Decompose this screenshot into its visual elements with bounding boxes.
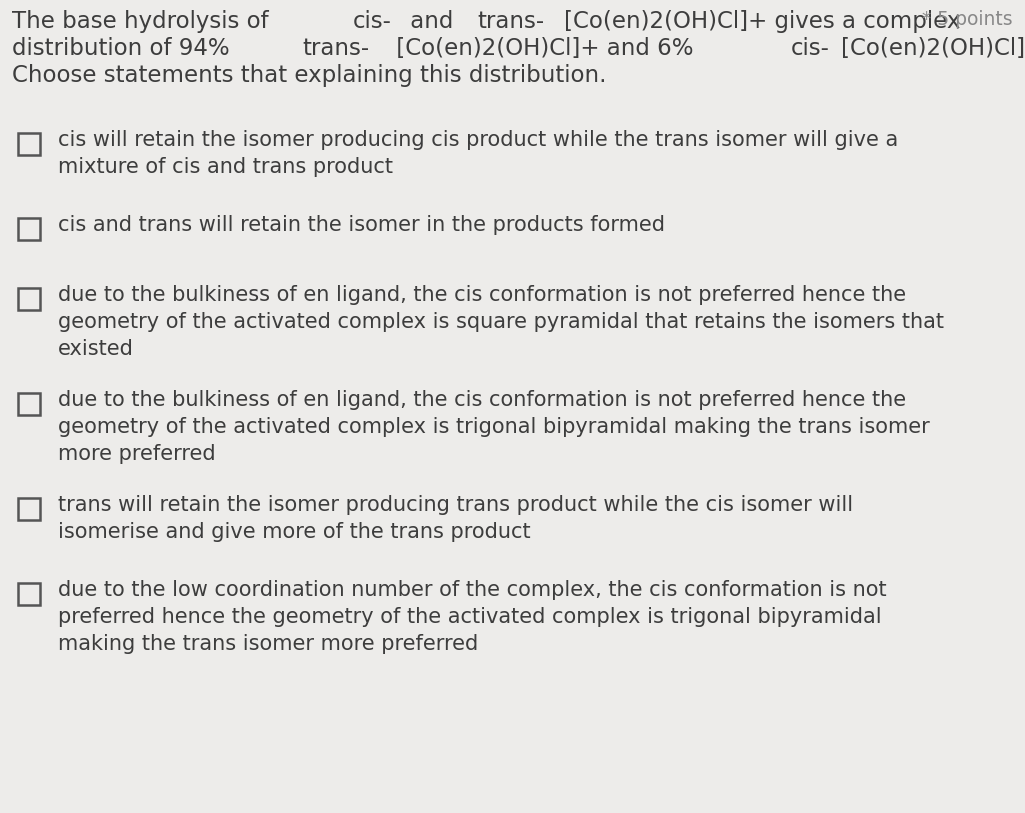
- Text: The base hydrolysis of: The base hydrolysis of: [12, 10, 276, 33]
- Bar: [18, 393, 40, 415]
- Text: cis will retain the isomer producing cis product while the trans isomer will giv: cis will retain the isomer producing cis…: [58, 130, 898, 177]
- Text: [Co(en)2(OH)Cl]+ and 6%: [Co(en)2(OH)Cl]+ and 6%: [388, 37, 700, 60]
- Bar: [18, 498, 40, 520]
- Text: [Co(en)2(OH)Cl]+.: [Co(en)2(OH)Cl]+.: [842, 37, 1025, 60]
- Text: and: and: [403, 10, 460, 33]
- Text: [Co(en)2(OH)Cl]+ gives a complex: [Co(en)2(OH)Cl]+ gives a complex: [564, 10, 960, 33]
- Text: cis-: cis-: [353, 10, 392, 33]
- Text: Choose statements that explaining this distribution.: Choose statements that explaining this d…: [12, 64, 607, 87]
- Bar: [18, 583, 40, 605]
- Text: due to the bulkiness of en ligand, the cis conformation is not preferred hence t: due to the bulkiness of en ligand, the c…: [58, 285, 944, 359]
- Text: distribution of 94%: distribution of 94%: [12, 37, 237, 60]
- Text: trans-: trans-: [302, 37, 369, 60]
- Text: due to the bulkiness of en ligand, the cis conformation is not preferred hence t: due to the bulkiness of en ligand, the c…: [58, 390, 930, 464]
- Text: cis-: cis-: [791, 37, 830, 60]
- Bar: [18, 288, 40, 310]
- Text: trans will retain the isomer producing trans product while the cis isomer will
i: trans will retain the isomer producing t…: [58, 495, 853, 542]
- Text: trans-: trans-: [477, 10, 544, 33]
- Text: * 5 points: * 5 points: [922, 10, 1013, 29]
- Text: due to the low coordination number of the complex, the cis conformation is not
p: due to the low coordination number of th…: [58, 580, 887, 654]
- Text: cis and trans will retain the isomer in the products formed: cis and trans will retain the isomer in …: [58, 215, 665, 235]
- Bar: [18, 133, 40, 155]
- Bar: [18, 218, 40, 240]
